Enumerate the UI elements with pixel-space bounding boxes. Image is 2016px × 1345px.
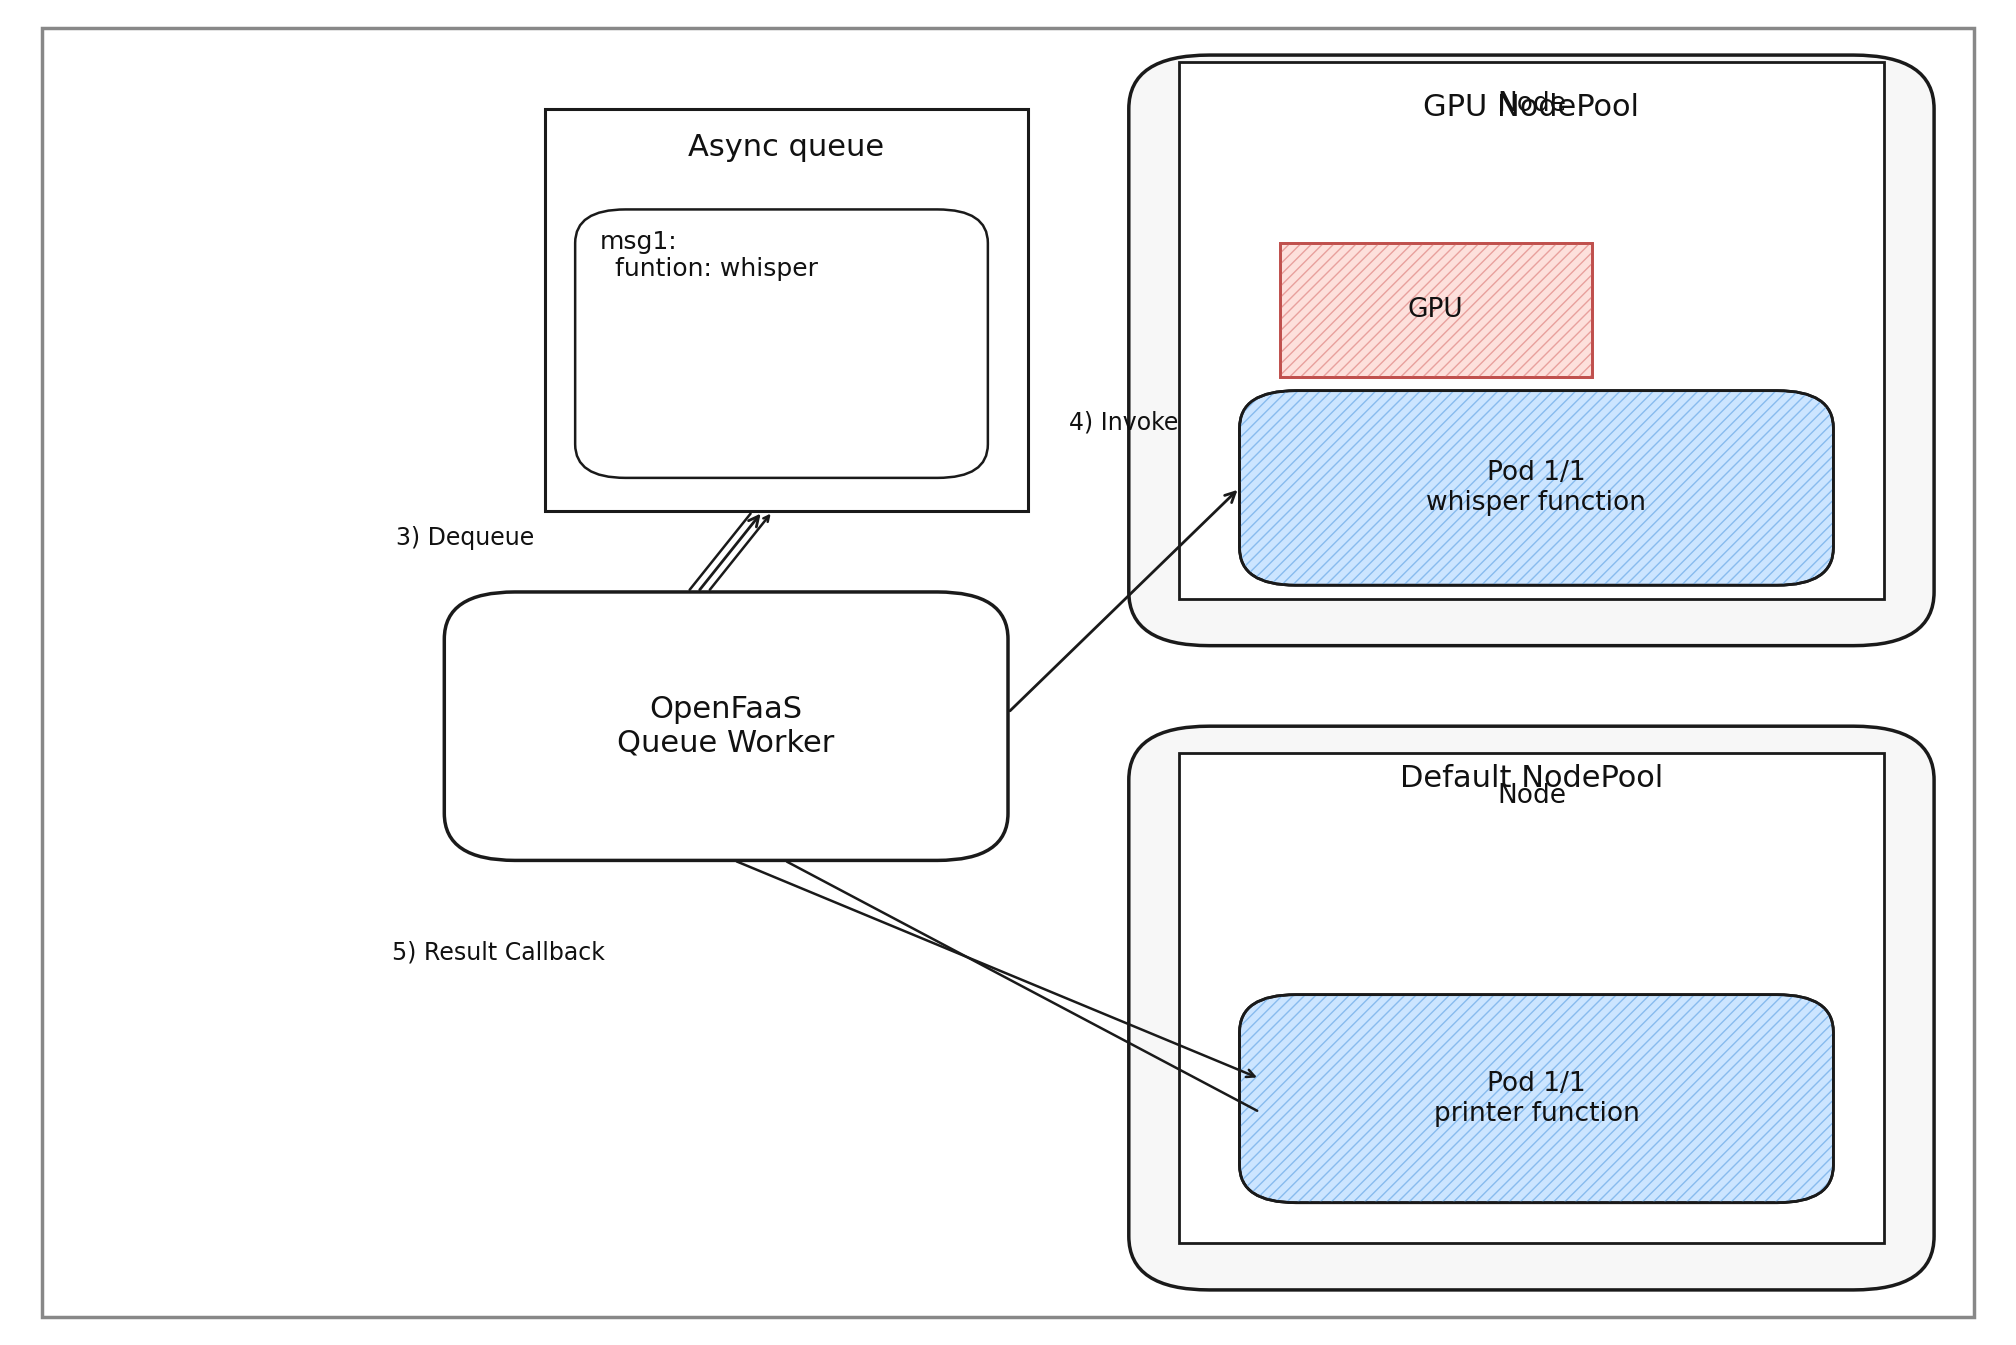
FancyBboxPatch shape: [42, 28, 1974, 1317]
Text: Default NodePool: Default NodePool: [1399, 764, 1663, 792]
Text: Node: Node: [1498, 783, 1566, 808]
FancyBboxPatch shape: [1280, 243, 1593, 377]
Text: GPU: GPU: [1407, 297, 1464, 323]
FancyBboxPatch shape: [575, 210, 988, 477]
FancyBboxPatch shape: [1240, 390, 1833, 585]
FancyBboxPatch shape: [544, 109, 1028, 511]
FancyBboxPatch shape: [1179, 62, 1883, 599]
Text: msg1:
  funtion: whisper: msg1: funtion: whisper: [599, 230, 818, 281]
FancyBboxPatch shape: [444, 592, 1008, 861]
FancyBboxPatch shape: [1129, 726, 1933, 1290]
Text: 3) Dequeue: 3) Dequeue: [395, 526, 534, 550]
FancyBboxPatch shape: [1240, 995, 1833, 1202]
Text: GPU NodePool: GPU NodePool: [1423, 93, 1639, 121]
Text: Node: Node: [1498, 91, 1566, 117]
FancyBboxPatch shape: [1179, 753, 1883, 1243]
Text: Async queue: Async queue: [689, 133, 885, 161]
FancyBboxPatch shape: [1129, 55, 1933, 646]
Text: Pod 1/1
printer function: Pod 1/1 printer function: [1433, 1071, 1639, 1127]
Text: 5) Result Callback: 5) Result Callback: [391, 940, 605, 964]
Text: Pod 1/1
whisper function: Pod 1/1 whisper function: [1427, 460, 1647, 516]
Text: OpenFaaS
Queue Worker: OpenFaaS Queue Worker: [617, 695, 835, 757]
Text: 4) Invoke: 4) Invoke: [1068, 410, 1179, 434]
